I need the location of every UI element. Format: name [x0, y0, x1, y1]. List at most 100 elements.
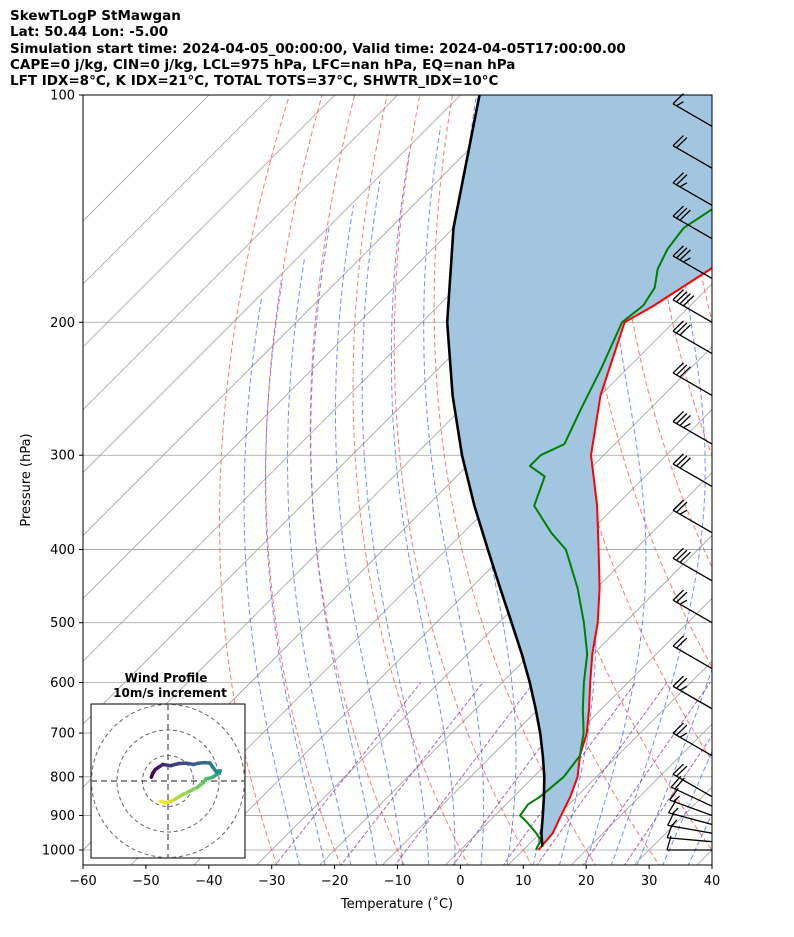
barb-feather — [672, 289, 684, 301]
dewpoint-line — [519, 208, 712, 851]
barb-feather — [676, 591, 688, 603]
barb-feather — [672, 499, 684, 511]
cape-fill-area — [447, 95, 712, 850]
inset-subtitle: 10m/s increment — [113, 686, 227, 700]
mixing-ratio-line — [394, 682, 535, 865]
barb-feather — [676, 455, 688, 467]
barb-feather — [679, 293, 691, 305]
barb-staff — [667, 824, 713, 834]
wind-barb — [672, 172, 713, 206]
x-tick-label: 30 — [641, 874, 658, 889]
wind-barb — [672, 635, 713, 670]
wind-barb — [672, 135, 713, 169]
barb-half-feather — [683, 257, 691, 263]
dry-adiabat-line — [580, 95, 712, 669]
moist-adiabat-line — [584, 95, 647, 865]
x-axis-label: Temperature (˚C) — [340, 896, 453, 912]
isotherm-line — [83, 95, 462, 474]
barb-feather — [672, 245, 684, 257]
barb-feather — [676, 677, 688, 689]
barb-feather — [676, 724, 688, 736]
moist-adiabat-line — [706, 95, 794, 881]
mixing-ratio-line — [536, 682, 668, 865]
x-tick-label: −50 — [132, 874, 159, 889]
cape-fill — [447, 95, 712, 850]
barb-half-feather — [679, 509, 688, 515]
isotherm-line — [83, 95, 525, 537]
barb-staff — [672, 182, 713, 206]
y-tick-label: 500 — [50, 616, 75, 631]
barb-feather — [672, 635, 684, 647]
isotherm-line — [507, 660, 712, 865]
dry-adiabat-line — [712, 61, 794, 882]
barb-feather — [682, 295, 695, 307]
profile-lines — [445, 95, 712, 851]
barb-staff — [672, 299, 713, 323]
location-label: Lat: 50.44 Lon: -5.00 — [10, 24, 169, 41]
mixing-ratio-line — [340, 682, 484, 865]
y-tick-label: 600 — [50, 676, 75, 691]
y-tick-label: 900 — [50, 809, 75, 824]
barb-half-feather — [679, 732, 688, 738]
x-axis-ticks: −60 −50 −40 −30 −20 −10 0 10 20 30 40 — [69, 865, 720, 889]
chart-header: SkewTLogP StMawgan Lat: 50.44 Lon: -5.00… — [10, 8, 626, 89]
x-tick-label: −20 — [321, 874, 348, 889]
x-tick-label: 20 — [578, 874, 595, 889]
moist-adiabat-line — [361, 180, 430, 865]
y-tick-label: 1000 — [42, 844, 75, 859]
barb-feather — [672, 362, 684, 374]
x-tick-label: 0 — [456, 874, 464, 889]
barb-feather — [676, 322, 688, 334]
temperature-line — [537, 266, 712, 851]
barb-feather — [676, 174, 688, 186]
barb-staff — [672, 509, 713, 534]
wind-barb — [672, 289, 713, 323]
chart-title: SkewTLogP StMawgan — [10, 8, 181, 24]
moist-adiabat-line — [687, 812, 712, 865]
wind-barb — [672, 362, 713, 397]
isotherm-line — [381, 534, 712, 865]
wind-barb — [672, 205, 713, 240]
isotherm-line — [83, 95, 399, 411]
moist-adiabat-line — [335, 205, 404, 865]
isotherm-line — [83, 95, 336, 348]
x-tick-label: 10 — [515, 874, 532, 889]
cape-label: CAPE=0 j/kg, CIN=0 j/kg, LCL=975 hPa, LF… — [10, 56, 516, 73]
x-tick-label: 40 — [704, 874, 721, 889]
barb-feather — [676, 207, 688, 219]
y-tick-label: 300 — [50, 449, 75, 464]
barb-staff — [667, 837, 713, 843]
moist-adiabat-line — [243, 296, 301, 865]
barb-half-feather — [683, 422, 691, 429]
barb-staff — [672, 103, 713, 127]
time-label: Simulation start time: 2024-04-05_00:00:… — [10, 40, 626, 57]
y-tick-label: 200 — [50, 316, 75, 331]
dry-adiabat-line — [352, 95, 469, 865]
barb-feather — [679, 209, 691, 221]
barb-half-feather — [673, 795, 681, 802]
x-tick-label: −40 — [195, 874, 222, 889]
barb-staff — [672, 421, 713, 445]
barb-feather — [679, 551, 691, 563]
barb-feather — [672, 547, 684, 559]
wind-barb — [672, 453, 713, 488]
dry-adiabat-line — [309, 95, 405, 865]
x-tick-label: −10 — [384, 874, 411, 889]
barb-feather — [676, 364, 688, 376]
barb-staff — [672, 372, 713, 397]
wind-barb — [667, 799, 713, 826]
wind-barb — [672, 499, 713, 534]
dry-adiabat-line — [433, 95, 597, 865]
mixing-ratio-line — [274, 682, 422, 865]
dry-adiabat-line — [545, 95, 712, 762]
mixing-ratio-line — [623, 735, 712, 865]
barb-feather — [676, 247, 688, 259]
barb-half-feather — [671, 807, 679, 815]
moist-adiabat-line — [310, 227, 378, 865]
wind-profile-inset: Wind Profile 10m/s increment — [90, 671, 246, 859]
y-tick-label: 400 — [50, 543, 75, 558]
isotherm-line — [83, 95, 273, 285]
barb-feather — [679, 366, 691, 378]
barb-half-feather — [679, 182, 688, 188]
